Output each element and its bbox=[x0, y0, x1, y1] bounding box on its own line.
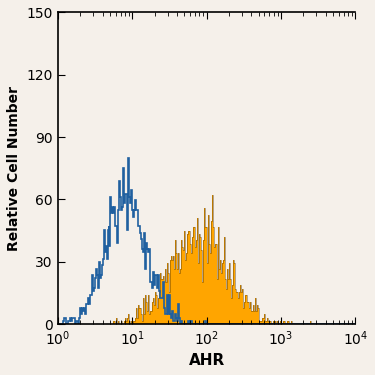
Y-axis label: Relative Cell Number: Relative Cell Number bbox=[7, 86, 21, 251]
X-axis label: AHR: AHR bbox=[188, 353, 225, 368]
